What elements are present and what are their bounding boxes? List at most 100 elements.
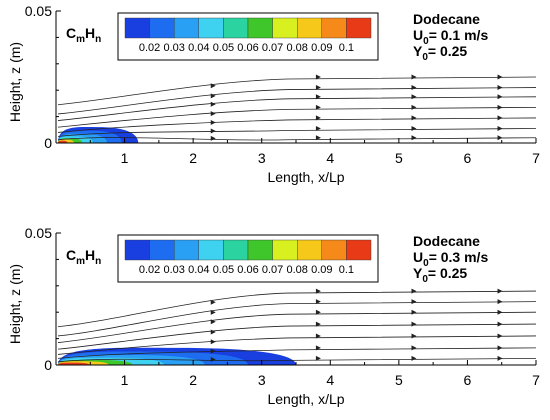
- streamline-arrow: [315, 288, 321, 294]
- mass-fraction-label-part: Y: [413, 265, 423, 281]
- streamline-arrow: [411, 288, 417, 294]
- velocity-label: U0= 0.3 m/s: [413, 249, 488, 269]
- species-label-part: H: [85, 247, 95, 263]
- streamline-arrow: [210, 128, 216, 134]
- x-axis-label: Length, x/Lp: [267, 169, 344, 185]
- species-label-part: m: [76, 256, 85, 267]
- velocity-label-part: U: [413, 249, 423, 265]
- mass-fraction-label-part: = 0.25: [428, 265, 468, 281]
- streamline-3: [57, 311, 537, 343]
- x-tick-label: 1: [121, 372, 129, 388]
- chart-panel-1: 0.05 0 1 2 3 4 5 6 7 Height, z (m) Length, x/Lp CmH…: [7, 3, 540, 185]
- streamline-arrow: [315, 333, 321, 339]
- species-label-part: C: [66, 247, 76, 263]
- colorbar-swatch: [149, 239, 175, 261]
- y-axis-label: Height, z (m): [7, 264, 23, 344]
- colorbar-tick-label: 0.09: [311, 42, 332, 54]
- streamline-arrow: [497, 125, 503, 131]
- streamline-arrow: [210, 299, 216, 305]
- colorbar-swatch: [297, 17, 323, 39]
- streamline-arrow: [210, 135, 216, 141]
- colorbar-tick-label: 0.08: [286, 264, 307, 276]
- x-tick-label: 3: [258, 150, 266, 166]
- mass-fraction-label-part: Y: [413, 43, 423, 59]
- colorbar-tick-label: 0.07: [262, 42, 283, 54]
- streamline-arrow: [210, 111, 216, 117]
- colorbar-swatch: [247, 17, 273, 39]
- species-label-part: n: [95, 34, 101, 45]
- colorbar-tick-label: 0.1: [339, 42, 354, 54]
- colorbar-swatch: [346, 17, 372, 39]
- streamline-arrow: [497, 309, 503, 315]
- colorbar-tick-label: 0.02: [139, 42, 160, 54]
- x-tick-label: 3: [258, 372, 266, 388]
- streamline-6: [57, 347, 537, 359]
- colorbar-swatch: [198, 17, 224, 39]
- colorbar-swatch: [124, 239, 150, 261]
- species-label-part: C: [66, 25, 76, 41]
- mass-fraction-label-part: = 0.25: [428, 43, 468, 59]
- x-tick-label: 5: [395, 372, 403, 388]
- y-tick-label: 0: [44, 357, 52, 373]
- streamline-arrow: [210, 339, 216, 345]
- fuel-label: Dodecane: [413, 11, 480, 27]
- species-label: CmHn: [66, 247, 101, 267]
- colorbar-tick-label: 0.07: [262, 264, 283, 276]
- plume-contour-7: [58, 140, 68, 143]
- velocity-label-part: 0: [423, 258, 429, 269]
- colorbar-tick-label: 0.02: [139, 264, 160, 276]
- x-axis-label: Length, x/Lp: [267, 391, 344, 407]
- colorbar-swatch: [321, 17, 347, 39]
- colorbar-swatch: [149, 17, 175, 39]
- colorbar-swatch: [223, 239, 249, 261]
- streamline-arrow: [315, 74, 321, 80]
- colorbar-tick-label: 0.1: [339, 264, 354, 276]
- streamline-arrow: [210, 319, 216, 325]
- streamline-3: [57, 96, 537, 121]
- colorbar-swatch: [223, 17, 249, 39]
- streamline-arrow: [210, 83, 216, 89]
- colorbar-tick-label: 0.09: [311, 264, 332, 276]
- y-tick-label: 0: [44, 135, 52, 151]
- streamline-arrow: [315, 135, 321, 141]
- streamline-2: [57, 87, 537, 115]
- streamline-arrow: [315, 355, 321, 361]
- chart-panel-2: 0.05 0 1 2 3 4 5 6 7 Height, z (m) Length, x/Lp CmH…: [7, 225, 540, 407]
- streamline-arrow: [497, 94, 503, 100]
- streamline-arrow: [497, 355, 503, 361]
- streamline-arrow: [497, 104, 503, 110]
- streamline-arrow: [315, 321, 321, 327]
- streamline-arrow: [497, 333, 503, 339]
- colorbar-swatch: [297, 239, 323, 261]
- colorbar-tick-label: 0.05: [213, 264, 234, 276]
- y-tick-label: 0.05: [25, 3, 52, 19]
- velocity-label-part: U: [413, 27, 423, 43]
- streamline-1: [57, 76, 537, 106]
- species-label-part: H: [85, 25, 95, 41]
- x-tick-label: 1: [121, 150, 129, 166]
- x-tick-label: 5: [395, 150, 403, 166]
- streamline-arrow: [497, 299, 503, 305]
- streamline-arrow: [210, 119, 216, 125]
- streamline-5: [57, 117, 537, 133]
- streamline-5: [57, 335, 537, 355]
- streamline-arrow: [497, 135, 503, 141]
- x-tick-label: 4: [326, 150, 334, 166]
- streamline-arrow: [210, 101, 216, 107]
- plume-contour-7: [58, 362, 90, 365]
- species-label-part: n: [95, 256, 101, 267]
- colorbar-tick-label: 0.06: [237, 264, 258, 276]
- colorbar-swatch: [272, 239, 298, 261]
- streamline-arrow: [411, 321, 417, 327]
- y-axis-label: Height, z (m): [7, 42, 23, 122]
- mass-fraction-label: Y0= 0.25: [413, 43, 467, 63]
- colorbar: 0.02 0.03 0.04 0.05 0.06 0.07 0.08 0.09 0.1: [117, 12, 379, 61]
- fuel-label: Dodecane: [413, 233, 480, 249]
- x-tick-label: 6: [464, 150, 472, 166]
- streamline-arrow: [315, 299, 321, 305]
- velocity-label-part: = 0.3 m/s: [429, 249, 489, 265]
- x-tick-label: 7: [532, 372, 540, 388]
- colorbar-swatch: [198, 239, 224, 261]
- colorbar-swatch: [346, 239, 372, 261]
